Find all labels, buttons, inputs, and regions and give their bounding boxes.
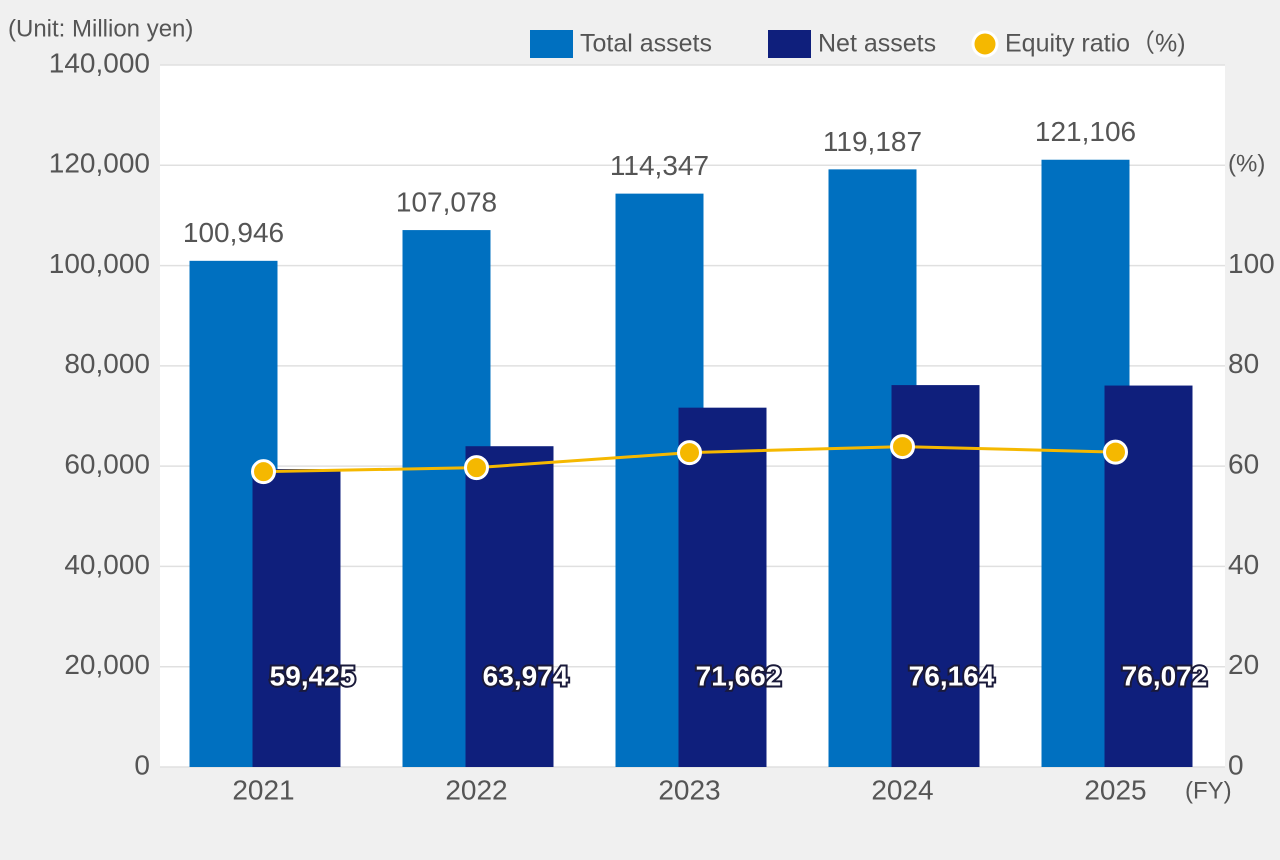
y2-tick-label: 100 — [1228, 248, 1275, 279]
legend-label: Total assets — [580, 30, 712, 58]
value-label: 71,662 — [696, 660, 782, 691]
y-tick-label: 80,000 — [64, 348, 150, 379]
value-label: 76,072 — [1122, 660, 1208, 691]
y-tick-label: 120,000 — [49, 148, 150, 179]
legend-swatch — [971, 30, 999, 58]
point — [251, 459, 276, 485]
bar — [252, 469, 341, 767]
value-label: 114,347 — [610, 150, 709, 181]
x-tick-label: 2022 — [445, 774, 507, 805]
x-tick-label: 2024 — [871, 774, 933, 805]
point — [1103, 439, 1128, 465]
y2-tick-label: 0 — [1228, 749, 1244, 780]
point — [677, 440, 702, 466]
point — [464, 455, 489, 481]
x-tick-label: 2025 — [1084, 774, 1146, 805]
y2-tick-label: 80 — [1228, 348, 1259, 379]
y-tick-label: 20,000 — [64, 649, 150, 680]
y-tick-label: 0 — [134, 749, 150, 780]
legend-label: Net assets — [818, 30, 936, 58]
legend-swatch — [768, 30, 811, 58]
y-tick-label: 40,000 — [64, 549, 150, 580]
y-tick-label: 140,000 — [49, 47, 150, 78]
x-tick-label: 2021 — [232, 774, 294, 805]
point — [890, 434, 915, 460]
value-label: 100,946 — [183, 217, 284, 248]
legend-label: Equity ratio（%) — [1005, 30, 1186, 58]
bar — [678, 407, 767, 767]
y2-tick-label: 40 — [1228, 549, 1259, 580]
y-tick-label: 60,000 — [64, 449, 150, 480]
value-label: 59,425 — [270, 660, 356, 691]
x-axis-label: (FY) — [1185, 777, 1232, 804]
bar — [465, 446, 554, 767]
x-tick-label: 2023 — [658, 774, 720, 805]
value-label: 107,078 — [396, 186, 497, 217]
unit-label: (Unit: Million yen) — [8, 15, 193, 42]
y2-tick-label: 60 — [1228, 449, 1259, 480]
y2-tick-label: 20 — [1228, 649, 1259, 680]
y-tick-label: 100,000 — [49, 248, 150, 279]
value-label: 119,187 — [823, 126, 922, 157]
value-label: 76,164 — [909, 660, 995, 691]
value-label: 121,106 — [1035, 116, 1136, 147]
legend-swatch — [530, 30, 573, 58]
value-label: 63,974 — [483, 660, 569, 691]
y2-axis-label: (%) — [1228, 150, 1265, 177]
